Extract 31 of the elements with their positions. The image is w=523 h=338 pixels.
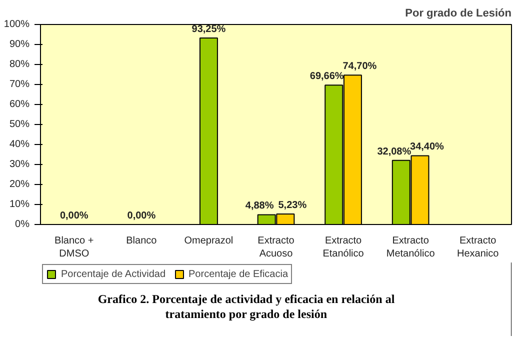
data-label: 32,08% <box>377 146 412 158</box>
x-tick-label: Omeprazol <box>184 236 234 246</box>
data-label: 5,23% <box>278 200 307 212</box>
data-label: 0,00% <box>60 210 88 222</box>
data-label: 69,66% <box>310 71 344 82</box>
x-tick-label: Blanco + DMSO <box>54 236 94 260</box>
data-label: 93,25% <box>192 24 226 35</box>
y-tick-label: 20% <box>9 179 30 190</box>
x-tick-label: Extracto Etanólico <box>322 236 364 260</box>
y-tick-label: 50% <box>9 119 30 130</box>
data-label: 4,88% <box>245 200 274 212</box>
x-tick-label: Extracto Hexanico <box>457 236 500 260</box>
y-tick-label: 70% <box>9 79 30 90</box>
data-label: 34,40% <box>410 142 444 153</box>
data-label: 74,70% <box>342 61 377 72</box>
y-tick-label: 90% <box>9 39 30 50</box>
text: Grafico 2. Porcentaje de actividad y eficacia en relación al tratamiento por grado de lesión <box>98 292 396 322</box>
x-tick-label: Extracto Acuoso <box>258 236 295 260</box>
y-tick-label: 30% <box>9 159 30 170</box>
y-tick-label: 0% <box>15 219 30 230</box>
data-label: 0,00% <box>127 210 156 222</box>
legend-label: Porcentaje de Eficacia <box>188 268 288 280</box>
y-tick-label: 40% <box>9 139 30 150</box>
legend-label: Porcentaje de Actividad <box>61 268 166 280</box>
y-tick-label: 10% <box>9 199 30 210</box>
y-tick-label: 60% <box>9 99 30 110</box>
chart-title: Por grado de Lesión <box>405 8 512 20</box>
x-tick-label: Extracto Metanólico <box>386 236 436 260</box>
y-tick-label: 100% <box>4 19 30 30</box>
y-tick-label: 80% <box>9 59 30 70</box>
x-tick-label: Blanco <box>126 236 158 246</box>
